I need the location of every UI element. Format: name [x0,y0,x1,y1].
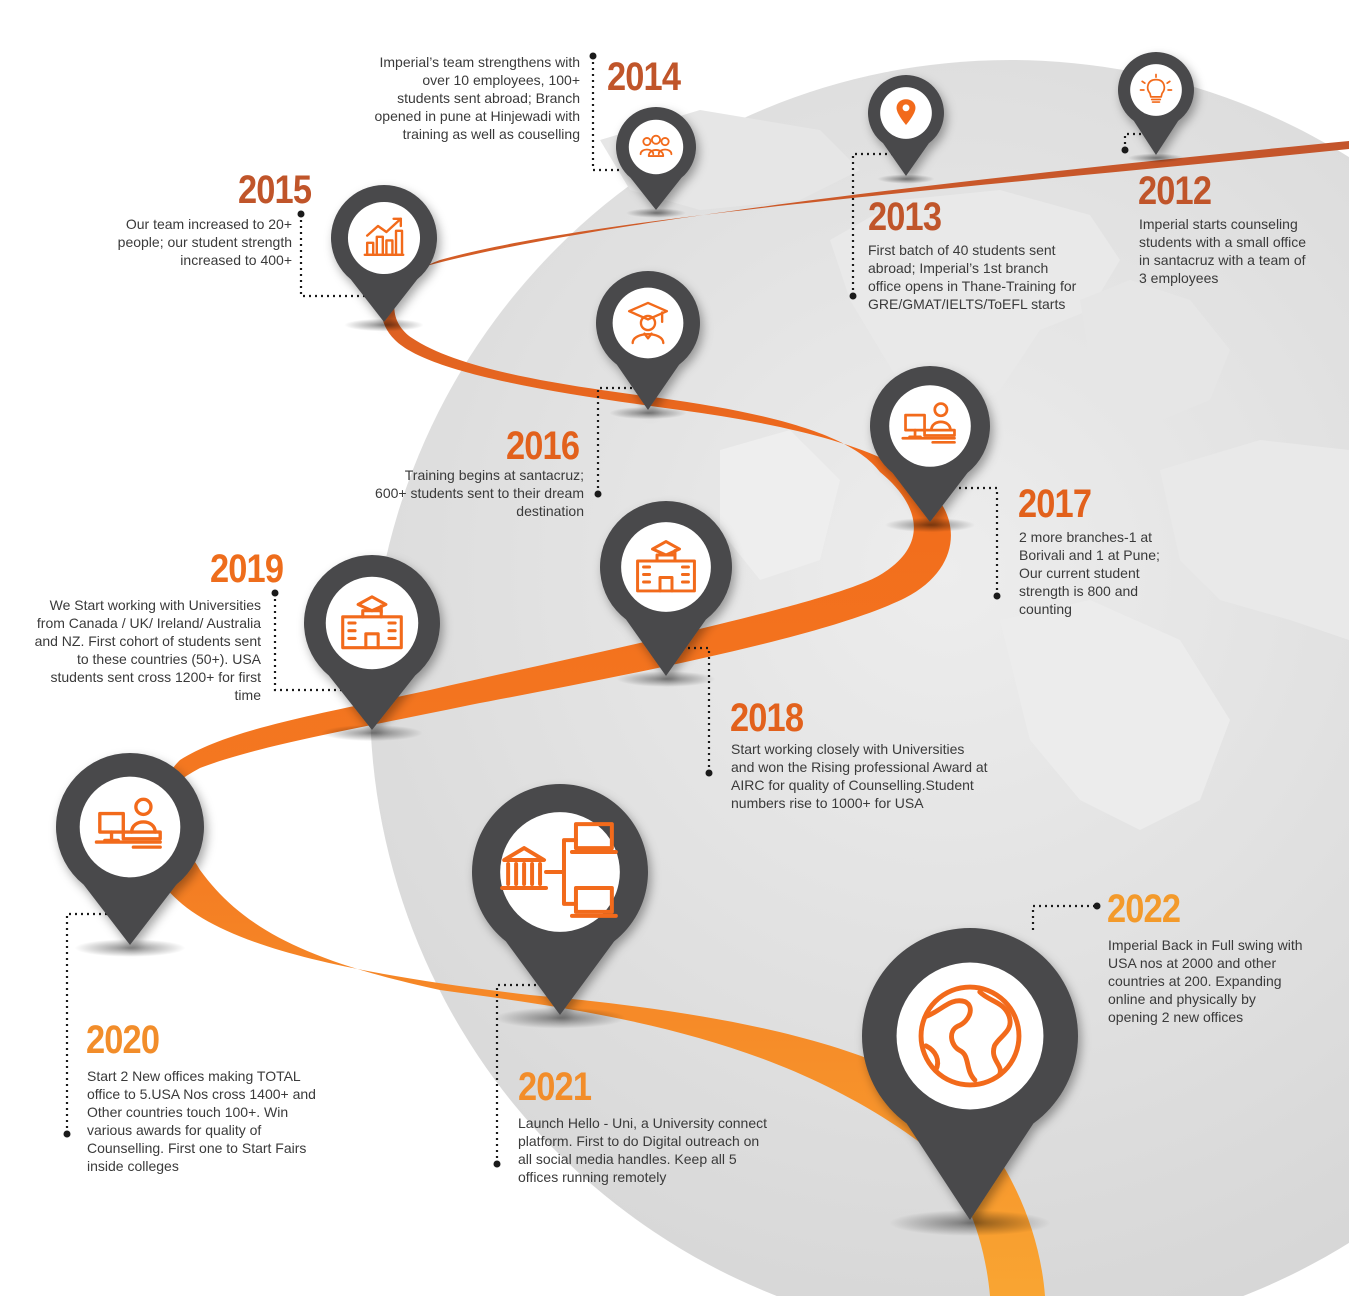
map-pin-2020 [56,753,205,957]
pin-face [325,576,419,670]
university-icon [341,595,403,650]
year-2020: 2020 [86,1018,160,1062]
map-pins [56,51,1194,1236]
pin-shadow [885,517,975,533]
year-2018: 2018 [730,696,804,740]
pin-face [621,522,711,612]
pin-face [1130,64,1182,116]
milestone-2016-text: Training begins at santacruz; 600+ stude… [375,467,584,519]
year-2014: 2014 [607,55,681,99]
map-pin-2012 [1118,51,1194,163]
map-pin-2013 [868,75,945,184]
milestone-2019-text: We Start working with Universities from … [34,597,261,703]
year-2012: 2012 [1138,169,1212,213]
connector-end-dots [63,52,1129,1168]
map-pin-2017 [870,366,991,533]
pin-face [612,287,684,359]
globe-background [370,60,1349,1296]
map-pin-2022 [862,927,1078,1236]
pin-shadow [1127,153,1185,163]
location-pin-icon [896,99,916,126]
milestone-2020-text: Start 2 New offices making TOTAL office … [87,1068,316,1174]
pin-face [896,962,1044,1110]
network-icon [500,822,618,918]
pin-shadow [494,1007,626,1029]
year-2022: 2022 [1107,887,1181,931]
counsellor-desk-icon [94,797,162,849]
growth-chart-icon [363,217,405,257]
milestone-2012-text: Imperial starts counseling students with… [1139,216,1307,286]
year-2017: 2017 [1018,482,1092,526]
year-2019: 2019 [210,547,284,591]
globe-icon [918,984,1022,1088]
timeline-ribbon [145,141,1349,1296]
pin-face [889,385,971,467]
team-icon [639,134,673,157]
pin-shadow [609,406,687,420]
milestone-2018-text: Start working closely with Universities … [731,741,988,811]
pin-face [79,776,181,878]
pin-face [628,119,684,175]
pin-shadow [344,318,424,332]
pin-shadow [74,939,186,957]
graduate-icon [627,301,669,345]
map-pin-2019 [304,555,440,742]
year-2013: 2013 [868,195,942,239]
map-pin-2016 [596,271,700,420]
pin-shadow [877,174,935,184]
milestone-2013-text: First batch of 40 students sent abroad; … [868,242,1077,312]
map-pin-2018 [600,501,732,687]
university-icon [636,540,696,593]
map-pin-2021 [472,784,649,1029]
milestone-2021-text: Launch Hello - Uni, a University connect… [518,1115,768,1185]
year-2021: 2021 [518,1065,592,1109]
milestone-2022-text: Imperial Back in Full swing with USA nos… [1108,937,1303,1025]
pin-shadow [321,724,423,742]
map-pin-2015 [331,185,437,332]
milestone-2017-text: 2 more branches-1 at Borivali and 1 at P… [1019,529,1160,617]
pin-shadow [889,1210,1051,1236]
lightbulb-icon [1139,73,1173,103]
pin-shadow [616,671,716,687]
year-2015: 2015 [238,168,312,212]
year-2016: 2016 [506,424,580,468]
milestone-2015-text: Our team increased to 20+ people; our st… [117,216,292,268]
pin-shadow [626,208,686,218]
map-pin-2014 [616,107,696,218]
milestone-2014-text: Imperial’s team strengthens with over 10… [374,54,580,142]
counsellor-desk-icon [901,402,956,444]
